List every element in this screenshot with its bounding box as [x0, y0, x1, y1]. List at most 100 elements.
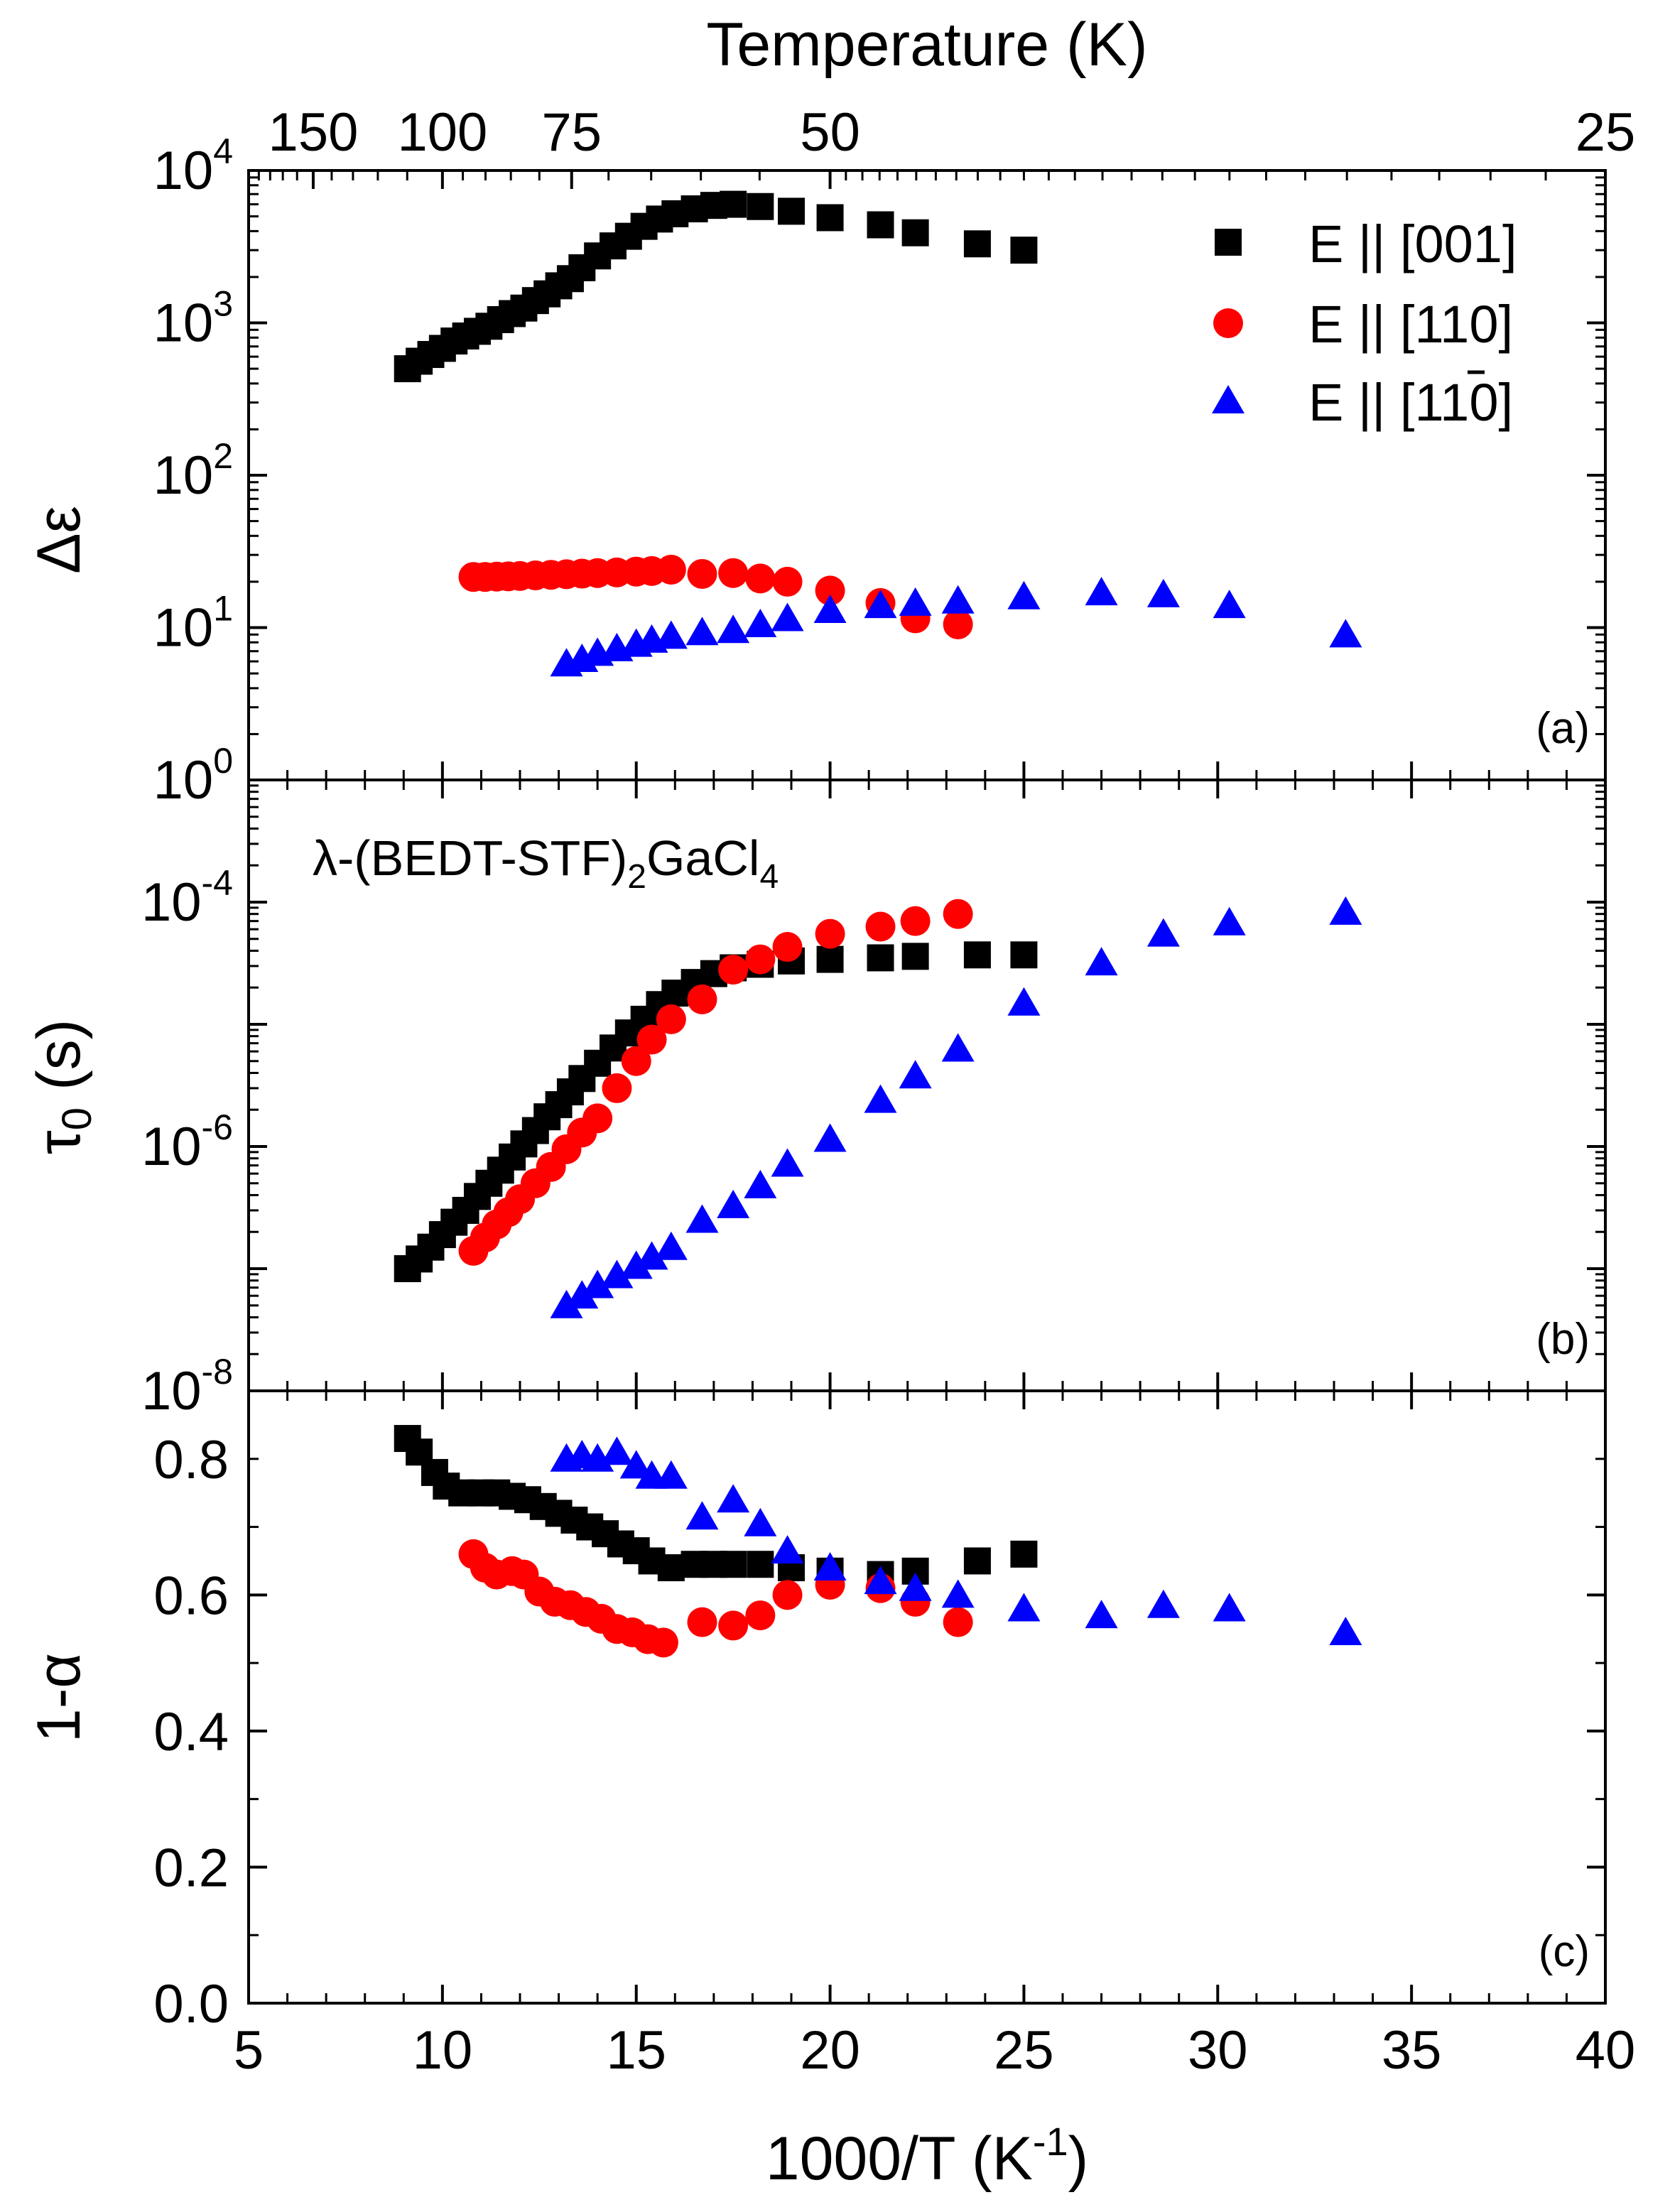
y-tick-label-base: 10	[153, 293, 214, 354]
marker-triangle	[813, 1552, 847, 1581]
x-tick-label: 5	[234, 2020, 264, 2081]
legend-label-e110: E || [110]	[1308, 295, 1513, 354]
marker-circle	[687, 984, 717, 1014]
panel-b-ylabel: τ0 (s)	[25, 1019, 100, 1154]
marker-circle	[943, 609, 973, 639]
marker-triangle	[864, 1084, 897, 1113]
x-axis-title-end: )	[1068, 2125, 1089, 2193]
marker-triangle	[1329, 1617, 1362, 1646]
marker-triangle	[941, 585, 975, 614]
marker-triangle	[744, 1169, 777, 1198]
marker-triangle	[685, 1204, 719, 1233]
marker-circle	[815, 575, 845, 606]
marker-triangle	[899, 587, 932, 616]
tau-subscript: 0	[54, 1107, 100, 1130]
marker-square	[778, 197, 805, 225]
marker-triangle	[565, 1280, 599, 1309]
y-tick-label: 0.8	[153, 1430, 229, 1490]
marker-square	[747, 1551, 774, 1578]
marker-circle	[656, 1004, 686, 1034]
marker-square	[816, 945, 844, 973]
marker-square	[901, 219, 929, 246]
legend-e110-pre: E || [1	[1308, 295, 1441, 354]
y-tick-label-exp: 2	[213, 436, 233, 476]
marker-circle	[582, 1103, 613, 1134]
marker-square	[867, 944, 894, 972]
legend-item-e110: E || [110]	[1213, 295, 1513, 354]
marker-triangle	[813, 1123, 847, 1152]
y-tick-label: 10-8	[141, 1352, 233, 1421]
marker-square	[901, 943, 929, 970]
tick-labels: 10010110210310410-810-610-40.00.20.40.60…	[141, 102, 1635, 2081]
marker-circle	[772, 566, 803, 597]
y-tick-label-base: 10	[141, 1117, 202, 1177]
panel-frames	[247, 169, 1607, 2005]
x-tick-label: 40	[1576, 2020, 1636, 2081]
panel-label-c: (c)	[1539, 1927, 1590, 1976]
marker-triangle	[635, 1241, 668, 1270]
marker-circle	[621, 1046, 651, 1076]
marker-triangle	[581, 1269, 614, 1299]
marker-triangle	[1329, 619, 1362, 648]
y-tick-label: 0.2	[153, 1838, 229, 1898]
marker-circle	[656, 554, 686, 585]
y-tick-label: 0.4	[153, 1702, 229, 1762]
marker-triangle	[1146, 578, 1180, 607]
y-tick-label: 10-4	[141, 863, 233, 933]
y-tick-label-base: 10	[153, 750, 214, 810]
annotation-prefix: λ-(BEDT-STF)	[313, 830, 627, 886]
x-tick-label: 15	[606, 2020, 666, 2081]
marker-triangle	[717, 614, 750, 644]
marker-triangle	[654, 620, 688, 649]
marker-triangle	[654, 1231, 688, 1260]
legend-e110-post: 0]	[1469, 295, 1513, 354]
y-tick-label-base: 10	[141, 1361, 202, 1421]
marker-circle	[865, 911, 896, 942]
marker-triangle	[813, 595, 847, 624]
marker-circle	[687, 1607, 717, 1637]
legend-e1bar10-pre: E || [1	[1308, 373, 1441, 432]
annotation-mid: GaCl	[646, 830, 759, 886]
y-tick-label: 100	[153, 741, 233, 810]
x-tick-label: 35	[1382, 2020, 1442, 2081]
legend-item-e1bar10: E || [110]	[1212, 370, 1513, 432]
marker-triangle	[771, 602, 804, 631]
marker-triangle	[1085, 577, 1118, 606]
legend-triangle-marker	[1212, 385, 1245, 413]
legend-e110-mid: 1	[1440, 295, 1469, 354]
legend-e1bar10-post: 0]	[1469, 373, 1513, 432]
marker-circle	[745, 944, 776, 975]
marker-triangle	[1085, 1600, 1118, 1629]
marker-circle	[602, 1073, 632, 1103]
compound-annotation: λ-(BEDT-STF)2GaCl4	[313, 830, 779, 896]
marker-circle	[772, 1580, 803, 1610]
y-tick-label-base: 10	[153, 141, 214, 201]
top-tick-label: 150	[269, 102, 359, 163]
legend-label-e001: E || [001]	[1308, 215, 1517, 273]
panel-c-ylabel: 1-α	[25, 1653, 93, 1742]
marker-triangle	[744, 608, 777, 637]
top-tick-label: 25	[1576, 102, 1636, 163]
marker-triangle	[1007, 1593, 1041, 1622]
marker-triangle	[899, 1572, 932, 1601]
marker-triangle	[685, 1501, 719, 1530]
panel-a-ylabel: Δε	[25, 506, 93, 574]
x-axis-title: 1000/T (K-1)	[766, 2119, 1089, 2193]
marker-square	[963, 230, 991, 258]
x-axis-title-sup: -1	[1033, 2119, 1068, 2164]
marker-triangle	[1213, 1593, 1246, 1622]
x-tick-label: 10	[413, 2020, 473, 2081]
y-tick-label-exp: 4	[213, 131, 233, 171]
marker-triangle	[771, 1148, 804, 1177]
panel-frame-c	[247, 1389, 1607, 2005]
marker-square	[963, 1547, 991, 1575]
y-tick-label-exp: -4	[202, 863, 233, 903]
legend-item-e001: E || [001]	[1215, 215, 1517, 273]
marker-triangle	[1146, 918, 1180, 947]
y-tick-label-exp: 0	[213, 741, 233, 781]
marker-square	[747, 193, 774, 220]
tau-unit: (s)	[25, 1019, 93, 1107]
legend-label-e1bar10: E || [110]	[1308, 373, 1513, 432]
marker-circle	[815, 918, 845, 949]
